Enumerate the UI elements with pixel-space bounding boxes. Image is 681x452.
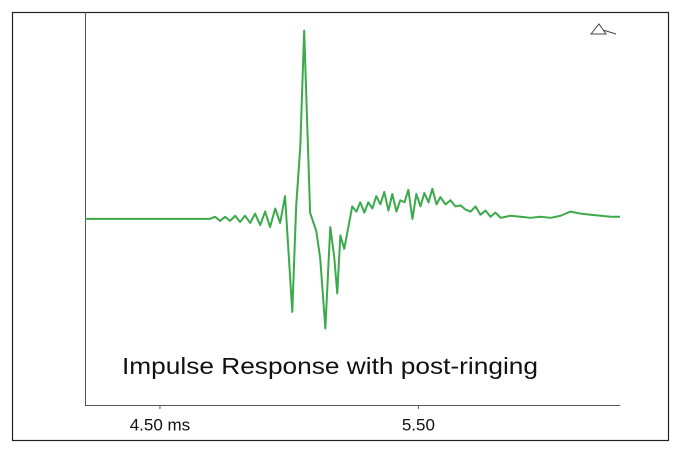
x-tick-label: 4.50 ms xyxy=(130,415,190,434)
frame xyxy=(11,11,670,442)
corner-icon xyxy=(589,23,617,35)
x-tick-label: 5.50 xyxy=(402,415,435,434)
data-line xyxy=(85,29,620,330)
annotation: Impulse Response with post-ringing xyxy=(122,353,538,379)
